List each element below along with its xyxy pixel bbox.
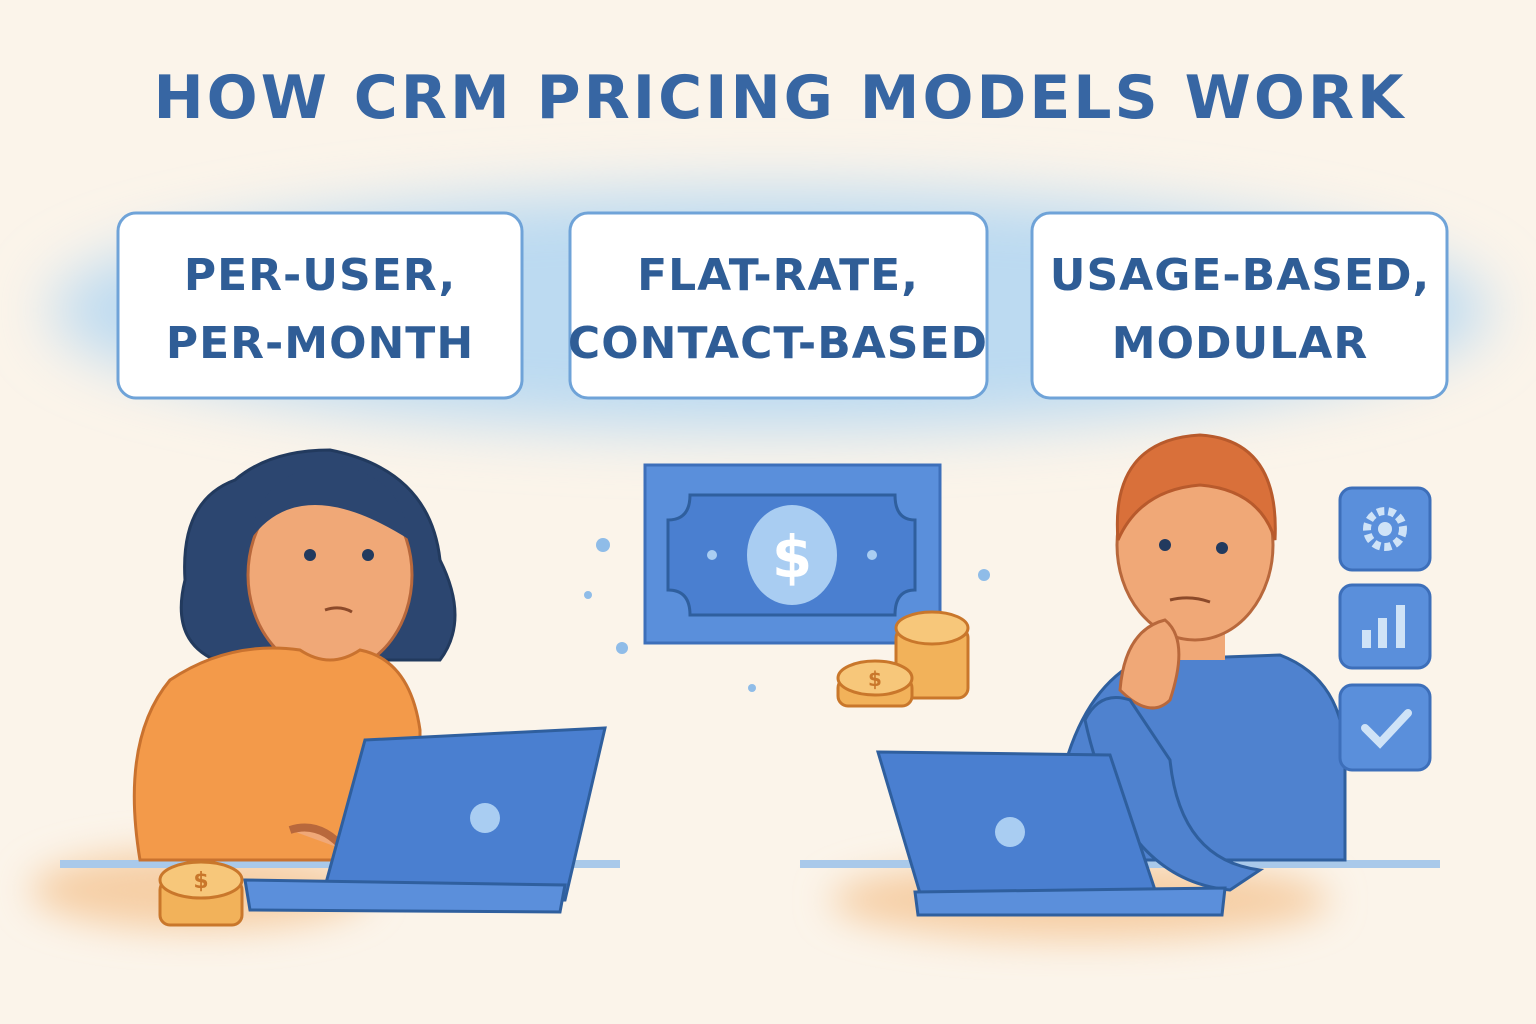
laptop xyxy=(243,726,607,914)
box-frame xyxy=(1030,211,1449,400)
box-line: CONTACT-BASED xyxy=(568,318,988,369)
coin-symbol: $ xyxy=(868,667,882,691)
pricing-box: FLAT-RATE, CONTACT-BASED xyxy=(568,211,989,400)
pricing-box: USAGE-BASED, MODULAR xyxy=(1030,211,1449,400)
box-line: PER-MONTH xyxy=(166,318,474,369)
box-line: PER-USER, xyxy=(184,250,456,301)
box-frame xyxy=(116,211,524,400)
banknote: $ xyxy=(584,463,990,692)
title: HOW CRM PRICING MODELS WORK xyxy=(153,63,1406,133)
coin-stack: $ xyxy=(158,860,244,927)
box-line: USAGE-BASED, xyxy=(1050,250,1430,301)
coin-symbol: $ xyxy=(193,869,208,894)
pricing-box: PER-USER, PER-MONTH xyxy=(116,211,524,400)
box-frame xyxy=(568,211,989,400)
laptop xyxy=(875,750,1227,917)
man xyxy=(1048,433,1347,892)
coin-stack: $ xyxy=(836,610,970,708)
box-line: FLAT-RATE, xyxy=(637,250,919,301)
box-line: MODULAR xyxy=(1112,318,1368,369)
module-icons xyxy=(1338,486,1432,772)
bill-symbol: $ xyxy=(772,523,812,591)
